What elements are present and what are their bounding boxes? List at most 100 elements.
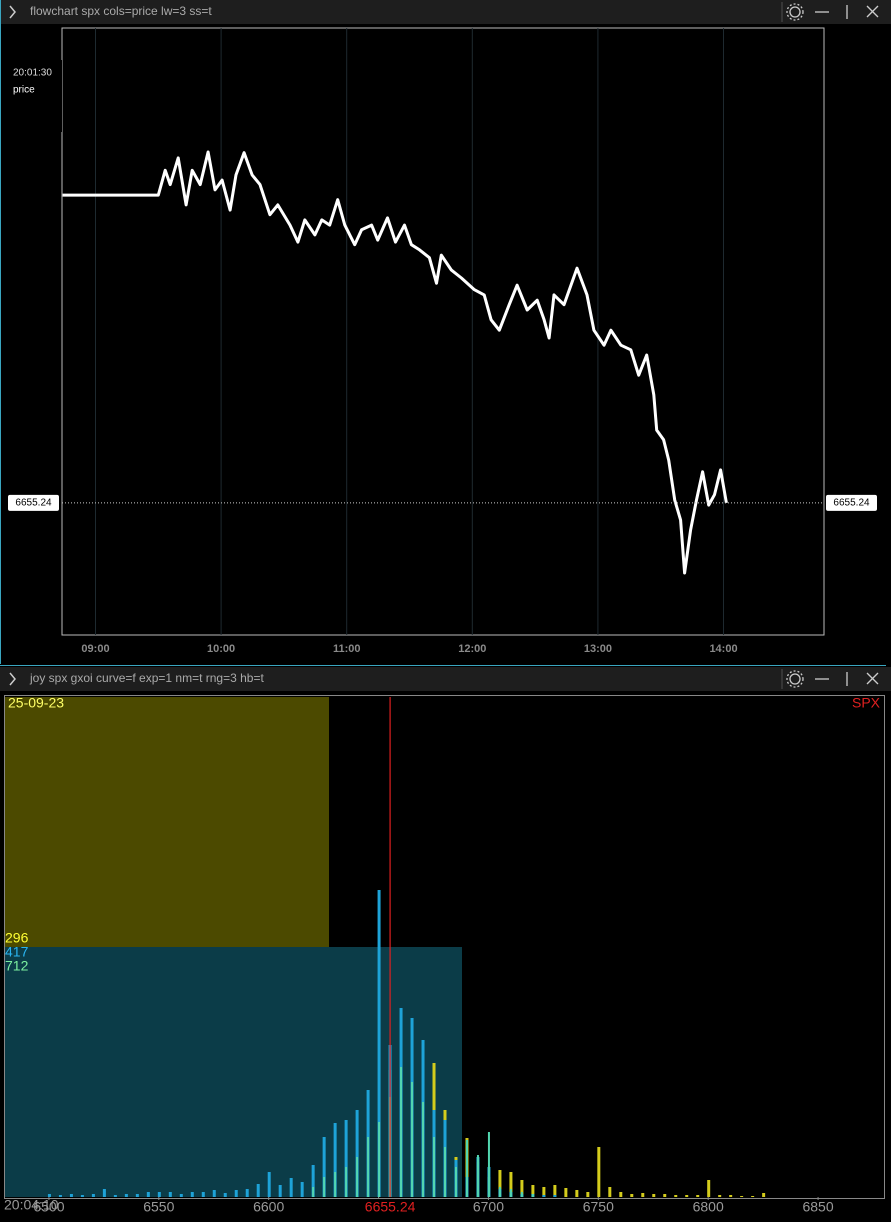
time-label: 20:04:10 [4, 1197, 59, 1213]
oi-bar [542, 1195, 546, 1197]
oi-bar [575, 1190, 579, 1197]
oi-bar [58, 1195, 62, 1197]
oi-bar [256, 1184, 260, 1197]
oi-bar [146, 1192, 150, 1197]
x-tick-label: 11:00 [333, 643, 361, 655]
oi-bar [674, 1195, 678, 1197]
x-tick-label: 6750 [583, 1199, 614, 1215]
oi-bar [444, 1147, 446, 1197]
oi-bar [652, 1194, 656, 1197]
oi-bar [762, 1193, 766, 1197]
oi-bar [201, 1192, 205, 1197]
last-price-label-right: 6655.24 [833, 498, 870, 509]
oi-bar [685, 1195, 689, 1197]
oi-bar [608, 1187, 612, 1197]
oi-bar [367, 1137, 370, 1197]
oi-bar [91, 1194, 95, 1197]
total-label: 417 [5, 944, 29, 960]
last-price-label-right-box [826, 494, 877, 511]
plot-area [61, 27, 825, 636]
oi-bar [80, 1195, 84, 1197]
oi-bar [433, 1137, 436, 1197]
oi-bar [267, 1172, 271, 1197]
oi-bar [344, 1120, 348, 1197]
x-tick-label: 09:00 [81, 643, 109, 655]
x-tick-label: 14:00 [709, 643, 737, 655]
total-label: 712 [5, 958, 29, 974]
oi-bar [312, 1187, 315, 1197]
spot-label-box [361, 1199, 420, 1219]
expand-icon[interactable] [9, 5, 16, 19]
close-button-stroke [866, 5, 879, 18]
oi-bar [355, 1110, 359, 1197]
oi-bar [663, 1194, 667, 1197]
oi-bar [498, 1170, 502, 1197]
oi-bar [333, 1123, 337, 1197]
oi-bar [234, 1190, 238, 1197]
oi-bar [520, 1180, 524, 1197]
expand-icon[interactable] [9, 672, 16, 686]
x-tick-label: 10:00 [207, 643, 235, 655]
oi-bar [586, 1192, 590, 1197]
settings-button[interactable] [789, 6, 801, 18]
oi-bar [223, 1193, 227, 1197]
x-tick-label: 6850 [802, 1199, 833, 1215]
last-price-label-left: 6655.24 [15, 498, 52, 509]
oi-bar [531, 1185, 535, 1197]
oi-bar [400, 1067, 403, 1197]
x-tick-label: 6800 [693, 1199, 724, 1215]
oi-bar [135, 1194, 139, 1197]
close-button-stroke [866, 672, 879, 685]
oi-bar [334, 1172, 337, 1197]
put-block [5, 947, 462, 1197]
oi-bar [718, 1195, 722, 1197]
oi-bar [278, 1185, 282, 1197]
oi-bar [553, 1195, 557, 1197]
title-bar [0, 667, 891, 691]
oi-bar [102, 1189, 106, 1197]
oi-bar [289, 1178, 293, 1197]
oi-bar [564, 1188, 568, 1197]
x-tick-label: 12:00 [458, 643, 486, 655]
x-tick-label: 6600 [253, 1199, 284, 1215]
x-tick-label: 6500 [33, 1199, 64, 1215]
oi-bar [345, 1167, 348, 1197]
oi-bar [729, 1195, 733, 1197]
legend-time: 20:01:30 [13, 68, 52, 79]
window-title: joy spx gxoi curve=f exp=1 nm=t rng=3 hb… [29, 671, 264, 685]
oi-bar [190, 1192, 194, 1197]
oi-bar [641, 1193, 645, 1197]
oi-bar [69, 1194, 73, 1197]
oi-bar [454, 1167, 457, 1197]
last-price-label-left-box [8, 494, 59, 511]
oi-bar [322, 1137, 326, 1197]
settings-button[interactable] [789, 673, 801, 685]
symbol-label: SPX [852, 695, 881, 711]
oi-bar [465, 1140, 468, 1197]
window-buttons [781, 669, 879, 689]
oi-bar [542, 1187, 546, 1197]
x-tick-label: 13:00 [584, 643, 612, 655]
oi-bar [245, 1189, 249, 1197]
oi-bar [157, 1192, 161, 1197]
oi-bar [212, 1190, 216, 1197]
oi-bar [124, 1194, 128, 1197]
oi-bar [740, 1196, 744, 1197]
oi-bar [707, 1180, 711, 1197]
title-bar [0, 0, 891, 24]
oi-bar [751, 1196, 755, 1197]
oi-bar [696, 1195, 700, 1197]
legend-series: price [13, 85, 35, 96]
date-label: 25-09-23 [8, 695, 64, 711]
settings-gear [786, 670, 804, 688]
spot-label: 6655.24 [365, 1199, 416, 1215]
oi-bar [422, 1102, 425, 1197]
x-tick-label: 6550 [143, 1199, 174, 1215]
oi-bar [476, 1155, 479, 1197]
oi-bar [597, 1147, 601, 1197]
legend-box [5, 60, 62, 132]
settings-gear [786, 3, 804, 21]
oi-bar [179, 1194, 183, 1197]
window-buttons [781, 2, 879, 22]
